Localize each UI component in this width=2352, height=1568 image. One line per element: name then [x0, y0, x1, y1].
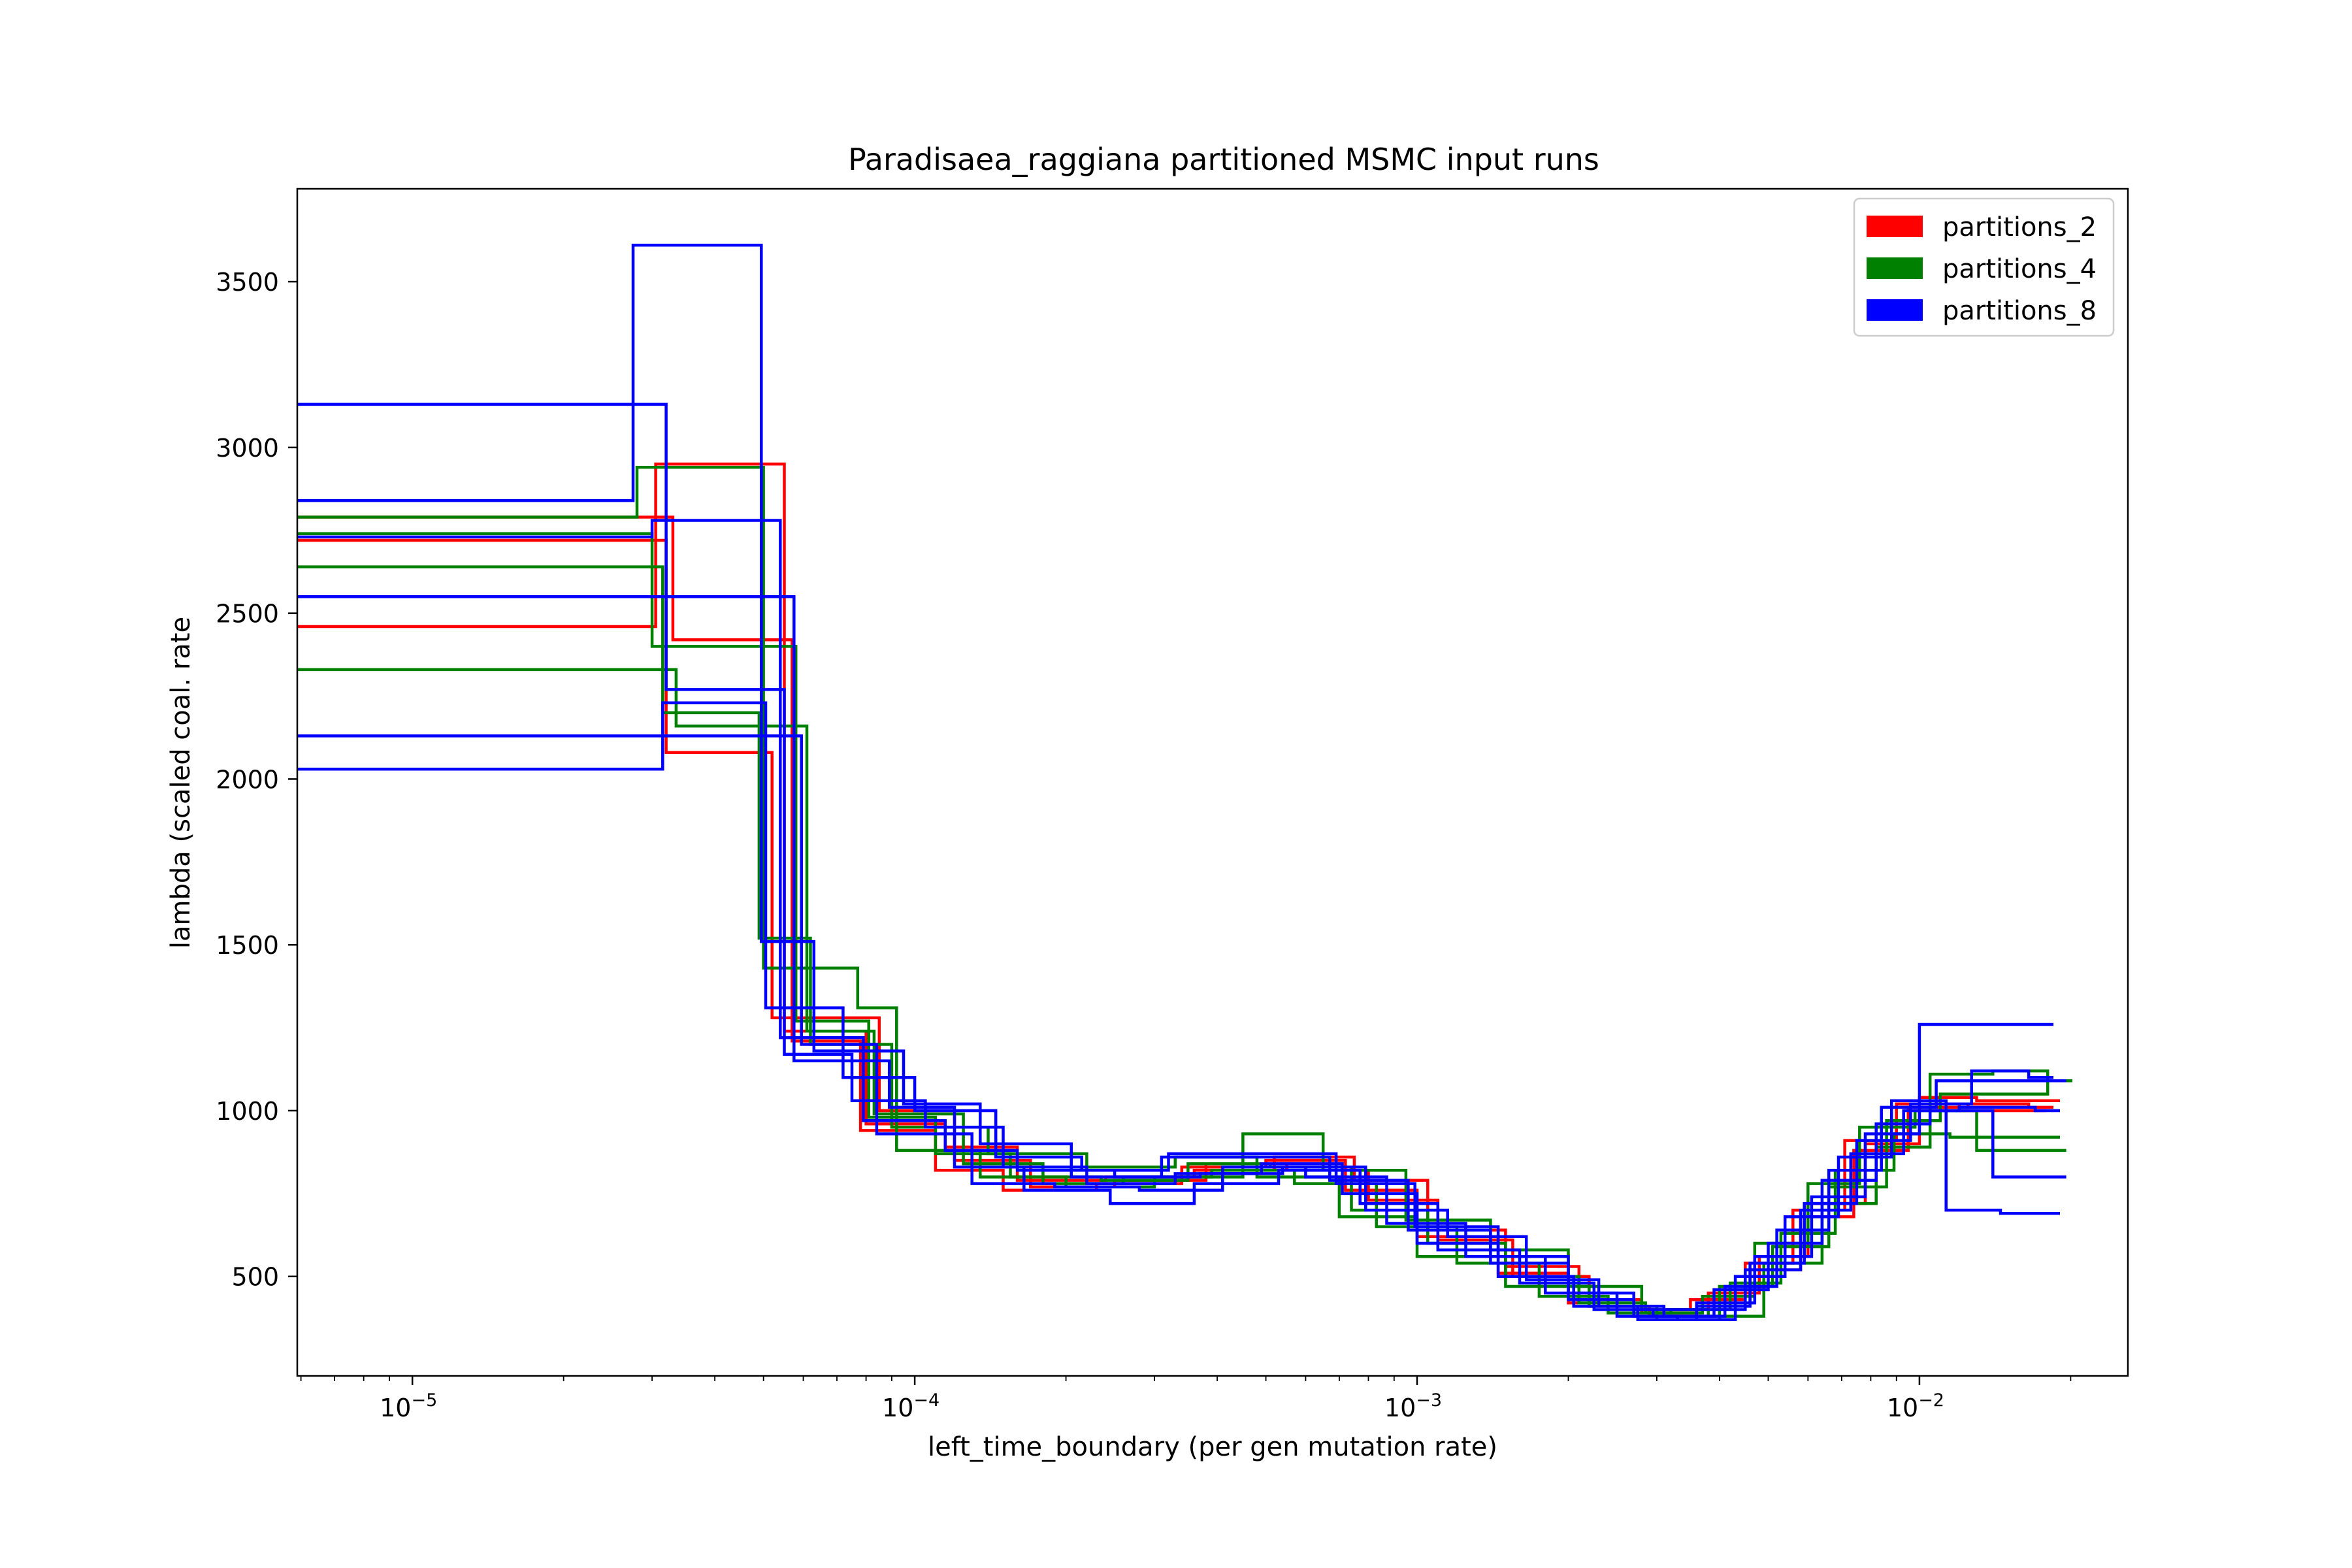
- x-tick-label: 10−5: [380, 1390, 437, 1422]
- x-tick-label: 10−4: [882, 1390, 939, 1422]
- legend: partitions_2 partitions_4 partitions_8: [1853, 197, 2115, 337]
- legend-label-partitions_8: partitions_8: [1942, 296, 2097, 326]
- x-tick-label: 10−3: [1384, 1390, 1442, 1422]
- y-tick-label: 3000: [216, 434, 279, 463]
- series-line-partitions_8-9: [297, 595, 2066, 1318]
- chart-title: Paradisaea_raggiana partitioned MSMC inp…: [848, 142, 1599, 177]
- series-line-partitions_8-12: [297, 519, 2066, 1318]
- y-tick-label: 3500: [216, 268, 279, 297]
- legend-swatch-partitions_2: [1867, 216, 1923, 237]
- plot-frame: [296, 188, 2129, 1377]
- series-line-partitions_8-11: [297, 701, 2060, 1311]
- x-axis: 10−5 10−4 10−3 10−2: [300, 1376, 2072, 1422]
- x-tick-label: 10−2: [1887, 1390, 1944, 1422]
- y-axis: 500 1000 1500 2000 2500 3000 3500: [216, 268, 297, 1292]
- legend-swatch-partitions_8: [1867, 299, 1923, 321]
- y-tick-label: 500: [231, 1263, 279, 1292]
- series-line-partitions_8-7: [297, 244, 2053, 1318]
- y-tick-label: 1000: [216, 1097, 279, 1126]
- y-tick-label: 2500: [216, 600, 279, 629]
- legend-swatch-partitions_4: [1867, 257, 1923, 279]
- legend-label-partitions_2: partitions_2: [1942, 212, 2097, 242]
- legend-label-partitions_4: partitions_4: [1942, 254, 2097, 284]
- y-tick-label: 2000: [216, 765, 279, 794]
- x-axis-label: left_time_boundary (per gen mutation rat…: [928, 1432, 1497, 1462]
- series-layer: [297, 244, 2072, 1321]
- y-tick-label: 1500: [216, 931, 279, 960]
- y-axis-label: lambda (scaled coal. rate: [166, 617, 196, 949]
